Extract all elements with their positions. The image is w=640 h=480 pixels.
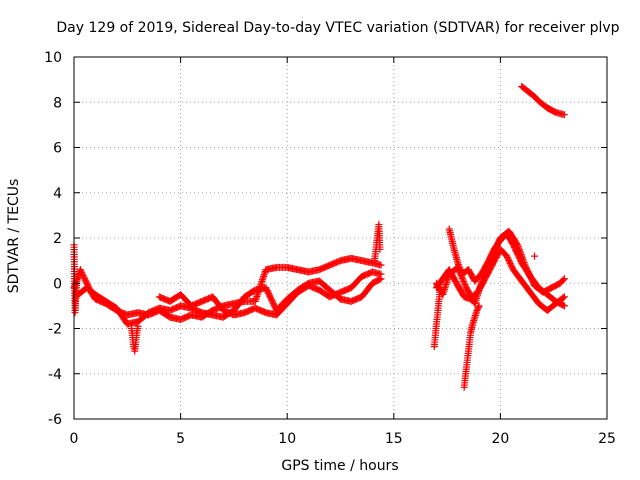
data-point — [80, 273, 88, 281]
series-late-track-c — [445, 225, 568, 310]
tick-labels: 0 5 10 15 20 25 -6 -4 -2 0 2 4 6 8 10 — [44, 50, 616, 447]
data-point — [560, 302, 568, 310]
data-point — [504, 255, 512, 263]
y-tick-label: -2 — [48, 322, 62, 338]
series-dip-17h — [430, 284, 445, 351]
series-main-track-c — [155, 268, 385, 319]
data-point — [78, 269, 86, 277]
data-point — [455, 262, 463, 270]
data-point — [504, 254, 512, 262]
y-tick-label: 2 — [53, 231, 62, 247]
data-point — [488, 250, 496, 258]
data-point — [506, 258, 514, 266]
data-point — [79, 272, 87, 280]
x-tick-label: 25 — [598, 431, 616, 447]
series-isolated-21-5h — [531, 252, 539, 260]
y-axis-label: SDTVAR / TECUs — [6, 179, 22, 294]
data-point — [559, 301, 567, 309]
data-point — [474, 305, 482, 313]
series-early-spike — [70, 241, 81, 317]
plot-frame — [73, 56, 608, 420]
data-point — [484, 259, 492, 267]
data-point — [461, 281, 469, 289]
data-point — [437, 284, 445, 292]
data-point — [484, 257, 492, 265]
chart-title: Day 129 of 2019, Sidereal Day-to-day VTE… — [56, 20, 619, 36]
axis-ticks — [73, 56, 608, 420]
series-dip-18h — [460, 302, 483, 391]
data-point — [377, 270, 385, 278]
data-point — [506, 260, 514, 268]
x-tick-label: 10 — [278, 431, 296, 447]
y-tick-label: -4 — [48, 367, 62, 383]
data-point — [486, 254, 494, 262]
data-point — [76, 266, 84, 274]
data-point — [560, 111, 568, 119]
data-point — [82, 278, 90, 286]
data-point — [459, 276, 467, 284]
x-axis-label: GPS time / hours — [281, 458, 398, 474]
series-upper-track — [518, 82, 568, 119]
data-point — [456, 265, 464, 273]
data-point — [473, 306, 481, 314]
data-point — [77, 267, 85, 275]
y-tick-label: 8 — [53, 95, 62, 111]
data-point — [460, 278, 468, 286]
data-point — [503, 252, 511, 260]
data-point — [79, 270, 87, 278]
y-tick-label: -6 — [48, 412, 62, 428]
x-tick-label: 20 — [491, 431, 509, 447]
data-point — [489, 248, 497, 256]
x-tick-label: 5 — [176, 431, 185, 447]
data-point — [73, 275, 81, 283]
data-point — [81, 276, 89, 284]
data-point — [456, 264, 464, 272]
data-point — [454, 259, 462, 267]
data-point — [559, 276, 567, 284]
data-point — [376, 245, 384, 253]
data-point — [460, 279, 468, 287]
data-point — [560, 275, 568, 283]
data-points — [70, 82, 568, 391]
y-tick-label: 10 — [44, 50, 62, 66]
data-point — [377, 261, 385, 269]
data-point — [486, 253, 494, 261]
data-point — [507, 261, 515, 269]
data-point — [560, 293, 568, 301]
y-tick-label: 6 — [53, 141, 62, 157]
y-tick-label: 0 — [53, 276, 62, 292]
series-dip-3h — [128, 322, 142, 355]
data-point — [474, 303, 482, 311]
data-point — [475, 302, 483, 310]
x-tick-label: 0 — [70, 431, 79, 447]
data-point — [508, 263, 516, 271]
y-tick-label: 4 — [53, 186, 62, 202]
series-spike-14h — [371, 220, 384, 265]
data-point — [487, 251, 495, 259]
data-point — [81, 275, 89, 283]
data-point — [454, 261, 462, 269]
data-point — [531, 252, 539, 260]
data-point — [505, 257, 513, 265]
data-point — [559, 294, 567, 302]
x-tick-label: 15 — [385, 431, 403, 447]
grid-layer — [74, 57, 607, 419]
data-point — [485, 256, 493, 264]
data-point — [134, 322, 142, 330]
